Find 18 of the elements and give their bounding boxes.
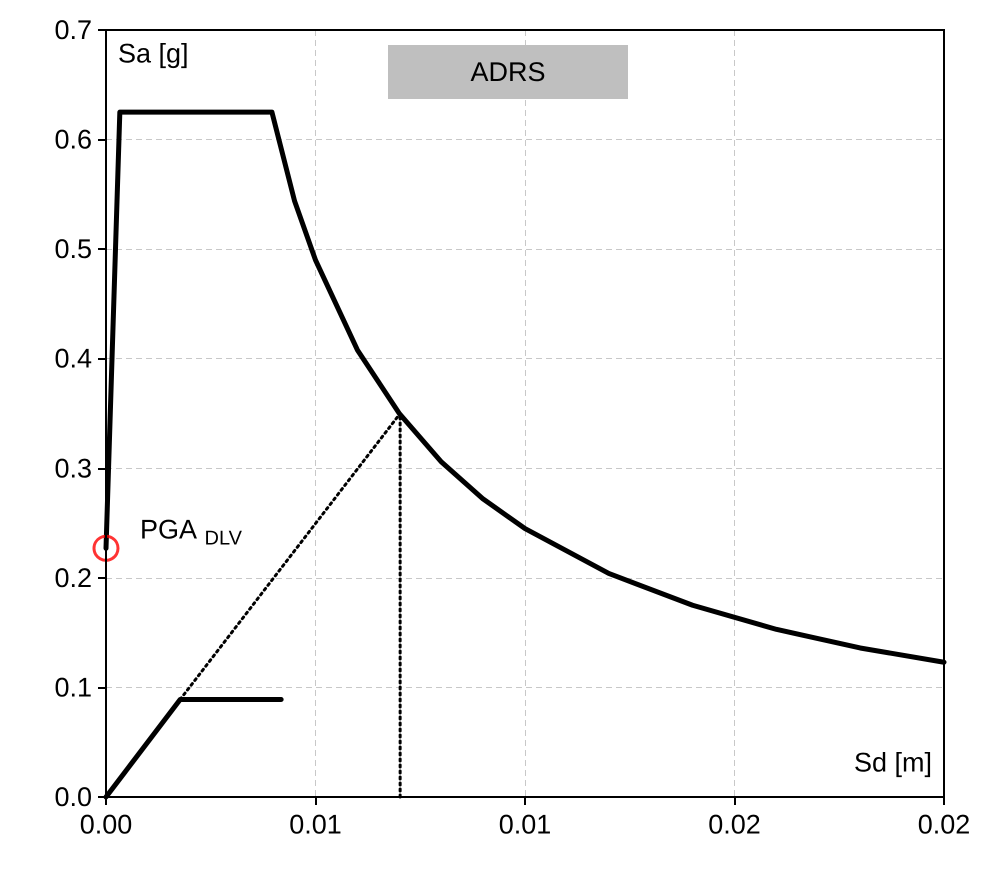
x-axis-title: Sd [m] bbox=[854, 748, 932, 778]
label-box: ADRS bbox=[388, 45, 628, 99]
annotation: ADRS bbox=[470, 56, 546, 88]
y-tick-label: 0.7 bbox=[54, 15, 92, 45]
y-tick-label: 0.4 bbox=[54, 344, 92, 374]
y-tick-label: 0.6 bbox=[54, 124, 92, 155]
y-tick-label: 0.1 bbox=[54, 672, 92, 702]
y-axis-title: Sa [g] bbox=[118, 38, 189, 68]
y-tick-label: 0.2 bbox=[54, 562, 92, 593]
x-tick-label: 0.01 bbox=[498, 810, 552, 840]
y-tick-label: 0.3 bbox=[54, 453, 92, 484]
annotation: PGA DLV bbox=[140, 514, 243, 550]
y-tick-label: 0.5 bbox=[54, 234, 92, 264]
x-tick-label: 0.00 bbox=[80, 810, 132, 840]
y-tick-label: 0.0 bbox=[54, 782, 92, 812]
x-tick-label: 0.02 bbox=[918, 810, 970, 840]
x-tick-label: 0.02 bbox=[708, 810, 761, 840]
x-tick-label: 0.01 bbox=[289, 810, 342, 840]
